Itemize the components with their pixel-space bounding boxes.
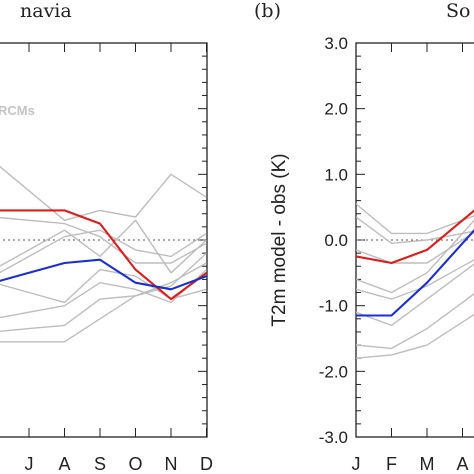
panel-b-rcm-line <box>356 231 474 264</box>
panel-b-series <box>356 203 474 359</box>
panel-a-obs-blue-line <box>0 258 207 291</box>
panel-a-rcm-line <box>0 262 207 343</box>
panel-b-rcm-line <box>356 313 474 359</box>
panel-b-y-tick-label: 3.0 <box>324 34 348 53</box>
panel-a-obs-red-line <box>0 209 207 301</box>
panel-b-rcm-line <box>356 263 474 327</box>
panel-a-rcm-line <box>0 165 207 222</box>
panel-b-rcm-line <box>356 259 474 300</box>
panel-b-obs-red-line <box>356 209 474 265</box>
panel-b-x-tick-label: A <box>456 454 468 474</box>
panel-b-x-tick-label: J <box>352 454 361 474</box>
panel-b-x-tick-label: F <box>386 454 397 474</box>
panel-b-y-tick-label: 2.0 <box>324 100 348 119</box>
panel-a-series <box>0 165 207 343</box>
panel-a-title: navia <box>20 0 72 22</box>
panel-a-x-tick-label: A <box>58 454 70 474</box>
panel-a-rcm-line <box>0 252 207 332</box>
panel-b-rcm-line <box>356 219 474 294</box>
panel-b-y-tick-labels: 3.0 2.0 1.0 0.0 -1.0 -2.0 -3.0 <box>319 34 348 447</box>
panel-a-x-tick-label: J <box>25 454 34 474</box>
panel-b-x-tick-label: M <box>420 454 435 474</box>
panel-b-y-tick-label: -2.0 <box>319 362 348 381</box>
panel-b-y-axis-label: T2m model - obs (K) <box>269 153 290 326</box>
panel-b: (b) So T2m model - obs (K) 3.0 2.0 1.0 0.0 -… <box>254 0 474 474</box>
panel-a-rcm-line <box>0 229 207 274</box>
panel-a-x-tick-label: O <box>128 454 142 474</box>
panel-a-legend-label: RCMs <box>0 103 35 118</box>
panel-b-y-tick-label: 1.0 <box>324 165 348 184</box>
panel-a-x-tick-label: S <box>94 454 106 474</box>
panel-b-obs-blue-line <box>356 228 474 317</box>
panel-b-rcm-line <box>356 203 474 235</box>
panel-b-title: So <box>446 0 470 22</box>
panel-a-x-tick-label: N <box>165 454 178 474</box>
panel-b-y-tick-label: -3.0 <box>319 428 348 447</box>
panel-b-y-tick-label: 0.0 <box>324 231 348 250</box>
panel-b-rcm-line <box>356 216 474 245</box>
panel-a-x-tick-label: D <box>200 454 213 474</box>
panel-a: navia RCMs J A S O N D <box>0 0 213 474</box>
panel-b-label: (b) <box>254 0 281 22</box>
panel-a-rcm-line <box>0 219 207 274</box>
panel-a-rcm-line <box>0 269 207 319</box>
panel-b-y-tick-label: -1.0 <box>319 297 348 316</box>
panel-b-rcm-line <box>356 293 474 350</box>
panel-a-ticks <box>28 42 207 438</box>
panel-a-rcm-line <box>0 216 207 264</box>
